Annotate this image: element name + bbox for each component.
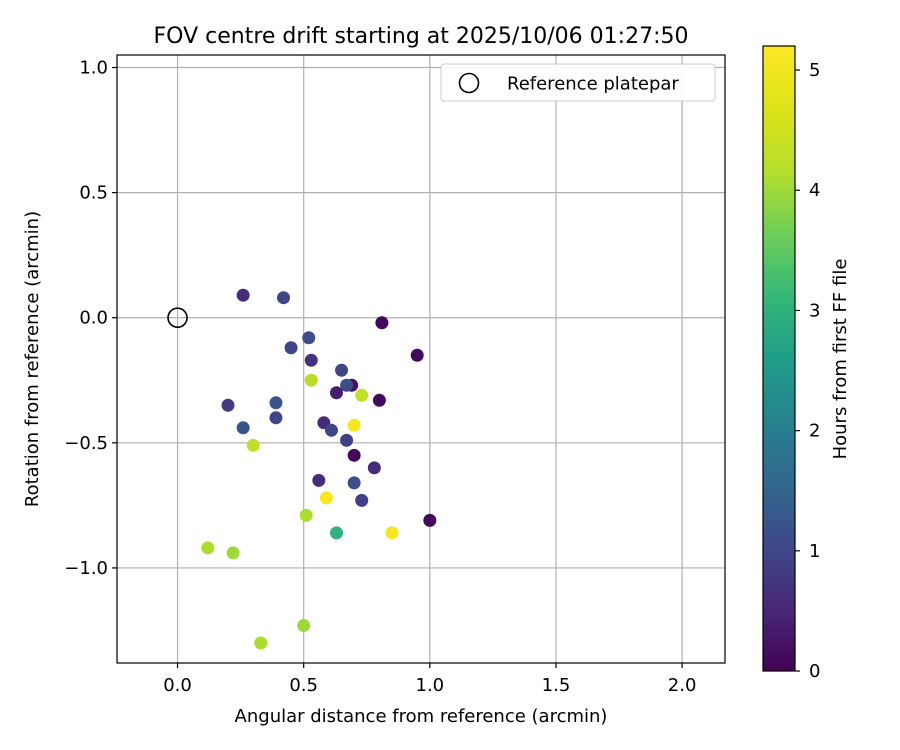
y-axis-label: Rotation from reference (arcmin) <box>22 211 43 507</box>
data-point-33 <box>201 541 215 555</box>
colorbar-tick-label: 5 <box>809 60 820 81</box>
data-point-8 <box>304 373 318 387</box>
data-point-20 <box>324 423 338 437</box>
data-point-27 <box>319 491 333 505</box>
data-point-15 <box>269 396 283 410</box>
y-tick-label: 0.5 <box>79 183 108 204</box>
data-point-22 <box>246 438 260 452</box>
x-axis-label: Angular distance from reference (arcmin) <box>235 706 608 727</box>
data-point-29 <box>299 508 313 522</box>
legend-marker-icon <box>458 72 480 94</box>
colorbar-label: Hours from first FF file <box>830 259 851 460</box>
data-point-12 <box>355 388 369 402</box>
x-tick-label: 1.5 <box>542 675 571 696</box>
data-point-31 <box>329 526 343 540</box>
data-point-0 <box>236 288 250 302</box>
colorbar-tick-label: 4 <box>809 180 820 201</box>
colorbar-tick-label: 3 <box>809 300 820 321</box>
x-axis-ticks: 0.0 0.5 1.0 1.5 2.0 <box>163 663 696 696</box>
plot-frame <box>116 54 726 664</box>
x-tick-label: 0.5 <box>289 675 318 696</box>
colorbar-tick-label: 1 <box>809 541 820 562</box>
data-point-11 <box>329 386 343 400</box>
y-tick-label: 1.0 <box>79 58 108 79</box>
chart-title: FOV centre drift starting at 2025/10/06 … <box>154 24 689 49</box>
data-point-28 <box>355 493 369 507</box>
data-point-5 <box>410 348 424 362</box>
x-tick-label: 2.0 <box>668 675 697 696</box>
data-point-4 <box>284 341 298 355</box>
x-tick-label: 0.0 <box>163 675 192 696</box>
data-point-35 <box>297 618 311 632</box>
data-point-7 <box>335 363 349 377</box>
data-point-25 <box>312 473 326 487</box>
data-point-6 <box>304 353 318 367</box>
data-point-36 <box>254 636 268 650</box>
data-point-3 <box>302 331 316 345</box>
colorbar-gradient <box>762 45 796 672</box>
data-point-18 <box>347 418 361 432</box>
data-point-34 <box>226 546 240 560</box>
data-point-1 <box>277 291 291 305</box>
legend: Reference platepar <box>440 63 716 102</box>
colorbar-ticks: 0 1 2 3 4 5 <box>795 60 820 682</box>
data-point-14 <box>221 398 235 412</box>
data-point-21 <box>340 433 354 447</box>
y-tick-label: −0.5 <box>64 433 108 454</box>
data-point-2 <box>375 316 389 330</box>
y-tick-label: 0.0 <box>79 308 108 329</box>
legend-box <box>440 63 716 102</box>
data-point-30 <box>423 513 437 527</box>
data-point-32 <box>385 526 399 540</box>
data-point-24 <box>367 461 381 475</box>
data-point-16 <box>269 411 283 425</box>
colorbar-tick-label: 2 <box>809 421 820 442</box>
data-point-23 <box>347 448 361 462</box>
data-point-10 <box>340 378 354 392</box>
data-points <box>201 288 437 650</box>
data-point-26 <box>347 476 361 490</box>
data-point-19 <box>236 421 250 435</box>
x-tick-label: 1.0 <box>416 675 445 696</box>
legend-label: Reference platepar <box>507 74 679 95</box>
y-tick-label: −1.0 <box>64 558 108 579</box>
data-point-13 <box>372 393 386 407</box>
colorbar-tick-label: 0 <box>809 661 820 682</box>
reference-platepar-marker <box>167 307 188 329</box>
colorbar: 0 1 2 3 4 5 Hours from first FF file <box>762 45 851 682</box>
y-axis-ticks: −1.0 −0.5 0.0 0.5 1.0 <box>64 58 117 579</box>
